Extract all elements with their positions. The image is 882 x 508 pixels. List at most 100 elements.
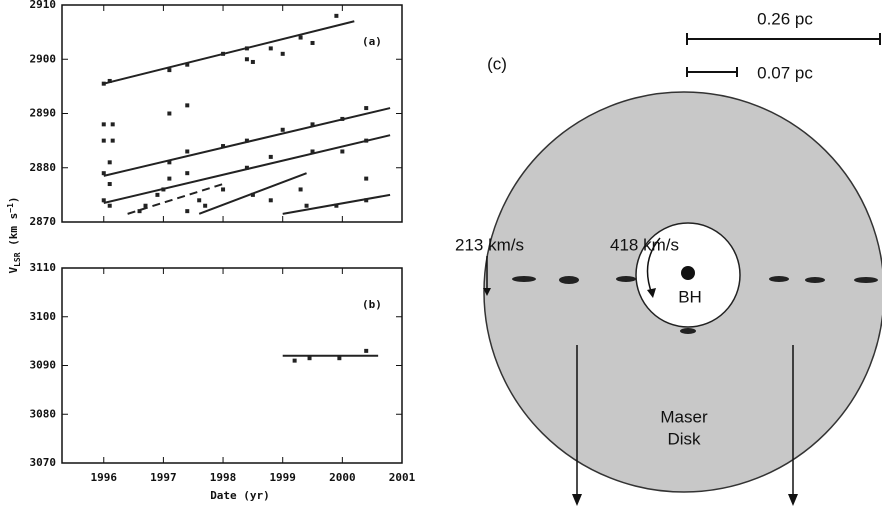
y-tick-label: 2880 — [30, 161, 57, 174]
data-point — [101, 138, 106, 143]
data-point — [185, 149, 190, 154]
data-point — [197, 198, 202, 203]
disk-label: Maser — [660, 407, 708, 426]
data-point — [244, 57, 249, 62]
data-point — [101, 198, 106, 203]
y-label-main: V — [7, 267, 20, 274]
data-point — [364, 106, 369, 111]
y-label-unit: (km s — [7, 213, 20, 253]
data-point — [110, 138, 115, 143]
data-point — [101, 81, 106, 86]
data-point — [244, 138, 249, 143]
data-point — [203, 203, 208, 208]
x-tick-label: 1998 — [210, 471, 237, 484]
x-tick-label: 1996 — [91, 471, 118, 484]
x-tick-label: 2001 — [389, 471, 416, 484]
data-point — [307, 356, 312, 361]
bh-label: BH — [678, 287, 702, 306]
data-point — [185, 62, 190, 67]
arrow — [646, 237, 661, 295]
y-tick-label: 3090 — [30, 359, 57, 372]
plot-frame — [61, 267, 403, 464]
data-point — [167, 111, 172, 116]
arrow-head — [647, 288, 656, 298]
data-point — [310, 40, 315, 45]
data-point — [244, 46, 249, 51]
data-point — [340, 116, 345, 121]
data-point — [107, 182, 112, 187]
data-point — [167, 176, 172, 181]
y-tick-label: 3080 — [30, 407, 57, 420]
data-point — [310, 122, 315, 127]
data-point — [185, 103, 190, 108]
data-point — [292, 358, 297, 363]
y-label-sub: LSR — [13, 252, 22, 267]
velocity-label: 418 km/s — [610, 235, 679, 254]
data-point — [107, 203, 112, 208]
y-tick-label: 3100 — [30, 310, 57, 323]
data-point — [364, 198, 369, 203]
data-point — [364, 348, 369, 353]
panel-label: (c) — [487, 54, 507, 73]
fit-line — [127, 183, 224, 215]
arrow-head — [572, 494, 582, 506]
data-point — [221, 187, 226, 192]
arrow-head — [788, 494, 798, 506]
x-tick-label: 1997 — [150, 471, 177, 484]
data-point — [101, 122, 106, 127]
data-point — [250, 59, 255, 64]
data-point — [101, 171, 106, 176]
disk-label: Disk — [667, 429, 701, 448]
data-point — [250, 192, 255, 197]
data-point — [280, 51, 285, 56]
data-point — [185, 209, 190, 214]
data-point — [304, 203, 309, 208]
data-point — [143, 203, 148, 208]
data-point — [364, 176, 369, 181]
velocity-label: 213 km/s — [455, 235, 524, 254]
data-point — [167, 160, 172, 165]
panel: 3070 3080 3090 3100 3110 1996 1997 1998 1999 2000… — [30, 261, 416, 484]
data-point — [167, 68, 172, 73]
y-tick-label: 3110 — [30, 261, 57, 274]
black-hole — [681, 266, 695, 280]
panel-label: (a) — [362, 35, 382, 48]
data-point — [110, 122, 115, 127]
data-point — [221, 144, 226, 149]
data-point — [268, 46, 273, 51]
panel: 2870 2880 2890 2900 2910 (a) — [30, 0, 403, 228]
maser-spots — [512, 276, 878, 334]
data-point — [334, 203, 339, 208]
data-point — [155, 192, 160, 197]
data-point — [107, 78, 112, 83]
y-label-close: ) — [7, 196, 20, 203]
fit-line — [103, 20, 355, 85]
data-point — [298, 35, 303, 40]
x-tick-label: 2000 — [329, 471, 356, 484]
y-axis-label: VLSR (km s−1) — [6, 196, 22, 273]
scale-label: 0.07 pc — [757, 63, 813, 82]
data-point — [268, 198, 273, 203]
data-point — [364, 138, 369, 143]
data-point — [221, 51, 226, 56]
axes-labels: Date (yr) VLSR (km s−1) — [6, 196, 270, 502]
data-point — [280, 127, 285, 132]
data-point — [340, 149, 345, 154]
y-tick-label: 2890 — [30, 107, 57, 120]
data-point — [337, 356, 342, 361]
x-axis-label: Date (yr) — [210, 489, 270, 502]
y-tick-label: 2870 — [30, 215, 57, 228]
data-point — [334, 13, 339, 18]
diagram: BH (c) 0.26 pc 0.07 pc 213 km/s 418 km/s… — [455, 9, 882, 506]
y-label-sup: −1 — [6, 203, 15, 213]
plot-frame — [61, 4, 403, 223]
data-point — [107, 160, 112, 165]
panel-label: (b) — [362, 298, 382, 311]
y-tick-label: 2910 — [30, 0, 57, 11]
y-tick-label: 3070 — [30, 456, 57, 469]
x-tick-label: 1999 — [269, 471, 296, 484]
data-point — [244, 165, 249, 170]
y-tick-label: 2900 — [30, 52, 57, 65]
data-point — [268, 154, 273, 159]
